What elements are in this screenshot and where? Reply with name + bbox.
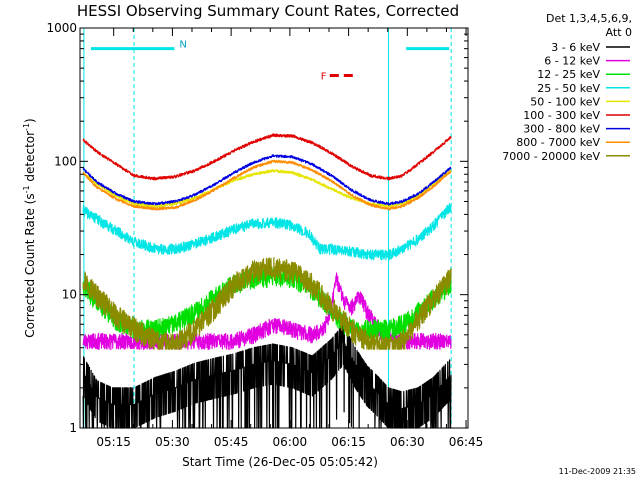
legend-header-line1: Det 1,3,4,5,6,9, [546,12,632,25]
flag-label-0: N [179,40,186,51]
legend-label-7: 800 - 7000 keV [516,136,600,149]
y-tick-label-2: 100 [54,154,77,168]
y-tick-label-3: 1000 [46,21,77,35]
x-axis-label: Start Time (26-Dec-05 05:05:42) [182,455,378,469]
series-line-3 [82,202,452,261]
x-tick-label-1: 05:30 [155,435,190,449]
series-line-2 [82,265,452,342]
y-tick-label-0: 1 [69,421,77,435]
footer-timestamp: 11-Dec-2009 21:35 [559,467,636,476]
flag-label-2: F [321,72,327,83]
x-tick-label-5: 06:30 [390,435,425,449]
series-line-5 [82,133,452,181]
plot-frame [79,27,469,429]
legend-label-5: 100 - 300 keV [523,109,600,122]
series-line-8 [82,256,452,350]
y-axis-label-mid: detector [23,131,37,186]
legend-label-0: 3 - 6 keV [551,41,600,54]
y-axis-label-exp2: -1 [22,123,31,131]
y-tick-label-1: 10 [62,288,77,302]
y-axis-label-exp1: -1 [22,185,31,193]
legend-label-3: 25 - 50 keV [537,82,600,95]
axis-ticks: 05:15 05:30 05:45 06:00 06:15 06:30 06:45 1 10 10… [46,21,483,449]
series-line-0 [82,324,452,429]
legend-label-8: 7000 - 20000 keV [502,150,600,163]
legend-label-2: 12 - 25 keV [537,68,600,81]
y-axis-label-end: ) [23,118,37,123]
y-axis-label: Corrected Count Rate (s-1 detector-1) [22,118,37,337]
series-line-6 [82,154,452,206]
legend-label-4: 50 - 100 keV [530,95,600,108]
x-tick-label-2: 05:45 [214,435,249,449]
legend-header-line2: Att 0 [606,26,632,39]
x-tick-label-6: 06:45 [449,435,484,449]
legend-label-6: 300 - 800 keV [523,123,600,136]
x-tick-label-3: 06:00 [273,435,308,449]
x-tick-label-4: 06:15 [331,435,366,449]
x-tick-label-0: 05:15 [96,435,131,449]
y-axis-label-main: Corrected Count Rate (s [23,193,37,337]
series-line-7 [82,159,452,211]
plot-area: NF [82,28,452,429]
legend-label-1: 6 - 12 keV [544,55,600,68]
chart-title: HESSI Observing Summary Count Rates, Cor… [77,2,459,20]
